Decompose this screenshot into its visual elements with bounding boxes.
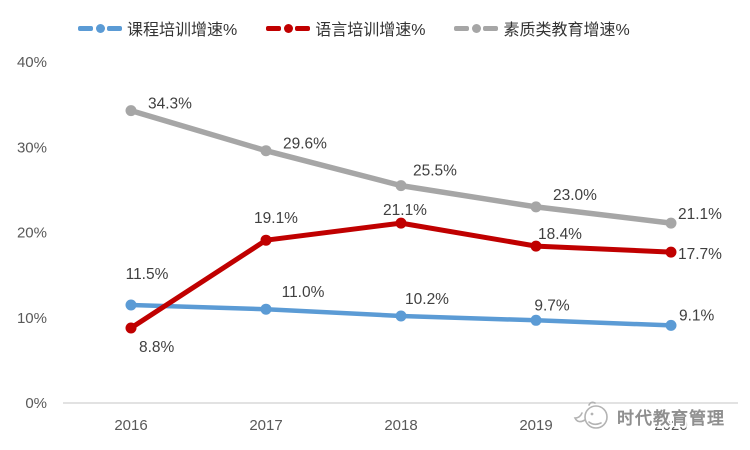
watermark-text: 时代教育管理: [617, 408, 725, 428]
y-axis-tick: 10%: [17, 310, 47, 327]
y-axis-tick: 40%: [17, 54, 47, 71]
data-point: [665, 246, 677, 258]
x-axis-label: 2019: [519, 417, 552, 434]
data-label: 18.4%: [538, 226, 582, 243]
data-point: [260, 234, 272, 246]
data-point: [125, 299, 137, 311]
x-axis-label: 2018: [384, 417, 417, 434]
legend-marker-bar: [78, 25, 93, 31]
legend-marker-bar: [266, 25, 282, 31]
legend-marker-dot: [95, 23, 105, 33]
data-point: [125, 322, 137, 334]
data-label: 8.8%: [139, 339, 175, 356]
data-label: 21.1%: [383, 202, 427, 219]
data-point: [395, 217, 407, 229]
legend-line-dot-icon: [266, 23, 311, 33]
legend-label: 语言培训增速%: [315, 22, 426, 39]
data-point: [530, 314, 542, 326]
data-point: [395, 310, 407, 322]
data-label: 11.5%: [126, 266, 169, 283]
legend-item-2: 素质类教育增速%: [454, 16, 630, 40]
legend-marker-bar: [483, 25, 499, 31]
y-axis-tick: 30%: [17, 139, 47, 156]
data-label: 9.1%: [679, 307, 715, 324]
data-point: [665, 217, 677, 229]
legend-marker-bar: [454, 25, 470, 31]
data-point: [395, 180, 407, 192]
data-label: 19.1%: [254, 210, 298, 227]
legend-item-0: 课程培训增速%: [78, 16, 237, 40]
data-point: [260, 303, 272, 315]
x-axis-label: 2020: [654, 417, 687, 434]
data-label: 9.7%: [534, 297, 570, 314]
data-label: 21.1%: [678, 206, 722, 223]
legend-label: 素质类教育增速%: [503, 22, 630, 39]
data-point: [125, 105, 137, 117]
x-axis-label: 2016: [114, 417, 147, 434]
data-label: 29.6%: [283, 136, 327, 153]
legend-marker-dot: [471, 23, 481, 33]
chart-legend: 课程培训增速% 语言培训增速% 素质类教育增速%: [78, 16, 630, 40]
data-point: [260, 145, 272, 157]
legend-item-1: 语言培训增速%: [266, 16, 425, 40]
data-point: [530, 201, 542, 213]
legend-marker-dot: [283, 23, 293, 33]
legend-marker-bar: [295, 25, 311, 31]
y-axis-tick: 0%: [25, 395, 47, 412]
y-axis-tick: 20%: [17, 225, 47, 242]
data-point: [530, 240, 542, 252]
data-label: 23.0%: [553, 187, 597, 204]
legend-line-dot-icon: [78, 23, 122, 33]
data-label: 11.0%: [282, 284, 325, 301]
legend-line-dot-icon: [454, 23, 499, 33]
legend-marker-bar: [107, 25, 122, 31]
data-label: 25.5%: [413, 163, 457, 180]
watermark-logo-icon: [573, 401, 608, 429]
data-point: [665, 319, 677, 331]
legend-label: 课程培训增速%: [127, 22, 238, 39]
data-label: 17.7%: [678, 246, 722, 263]
watermark: 时代教育管理: [572, 398, 725, 434]
data-label: 10.2%: [405, 291, 449, 308]
x-axis-label: 2017: [249, 417, 282, 434]
data-label: 34.3%: [148, 96, 192, 113]
